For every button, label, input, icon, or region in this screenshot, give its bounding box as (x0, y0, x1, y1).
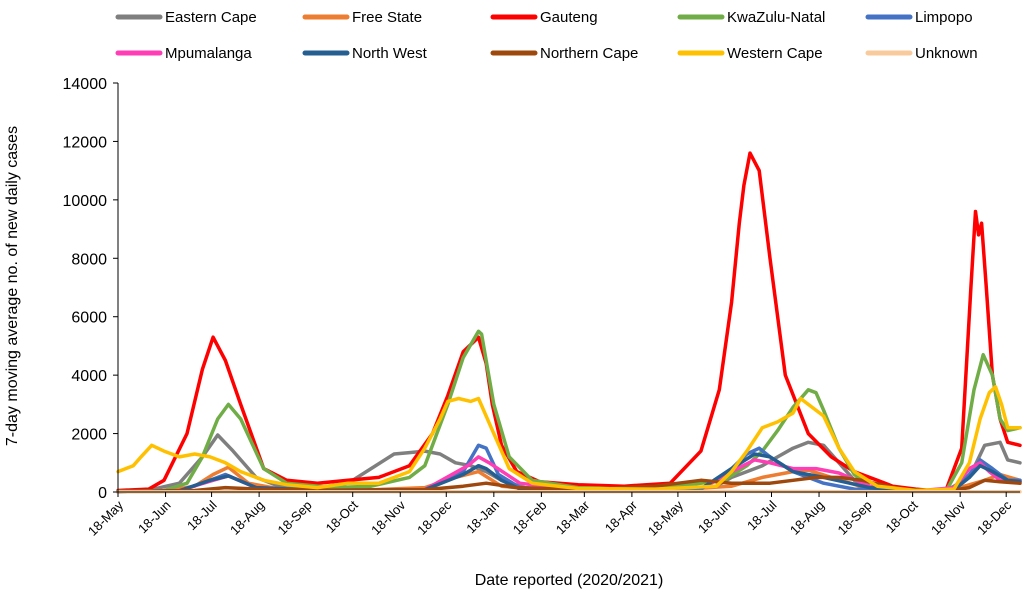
x-tick-label: 18-May (645, 497, 687, 539)
x-tick-label: 18-Sep (834, 498, 874, 538)
y-tick-label: 14000 (63, 76, 108, 93)
legend-item-eastern-cape: Eastern Cape (115, 9, 257, 26)
legend-item-free-state: Free State (302, 9, 422, 26)
x-tick-label: 18-Feb (510, 498, 550, 538)
y-tick-label: 10000 (63, 193, 108, 210)
legend-item-western-cape: Western Cape (677, 45, 823, 62)
legend-item-northern-cape: Northern Cape (490, 45, 638, 62)
x-tick-label: 18-Apr (602, 497, 641, 536)
x-tick-label: 18-Oct (323, 497, 361, 535)
legend-item-limpopo: Limpopo (865, 9, 973, 26)
axes (117, 83, 1020, 493)
x-ticks: 18-May 18-Jun 18-Jul 18-Aug 18-Sep 18-Oct 18-N… (85, 492, 1015, 539)
legend-label-kwazulu-natal: KwaZulu-Natal (727, 9, 825, 26)
x-tick-label: 18-Dec (414, 497, 455, 538)
legend-label-limpopo: Limpopo (915, 9, 973, 26)
y-axis-title: 7-day moving average no. of new daily ca… (4, 126, 21, 446)
x-tick-label: 18-Dec (974, 497, 1015, 538)
legend-label-free-state: Free State (352, 9, 422, 26)
legend-item-unknown: Unknown (865, 45, 978, 62)
legend: Eastern Cape Free State Gauteng KwaZulu-Nat… (115, 9, 978, 62)
x-tick-label: 18-Jan (463, 498, 502, 537)
series-layer (116, 151, 1022, 494)
y-tick-label: 6000 (71, 310, 107, 327)
x-axis-title: Date reported (2020/2021) (475, 572, 664, 589)
x-tick-label: 18-Nov (368, 497, 409, 538)
legend-item-north-west: North West (302, 45, 428, 62)
legend-label-eastern-cape: Eastern Cape (165, 9, 257, 26)
legend-label-northern-cape: Northern Cape (540, 45, 638, 62)
x-tick-label: 18-Jul (184, 497, 220, 533)
x-tick-label: 18-Oct (883, 497, 921, 535)
series-line-kwazulu-natal (116, 329, 1022, 494)
series-line-gauteng (116, 151, 1022, 493)
y-ticks: 0 2000 4000 6000 8000 10000 12000 14000 (63, 76, 118, 502)
x-tick-label: 18-May (85, 497, 127, 539)
x-tick-label: 18-Mar (553, 497, 593, 537)
x-tick-label: 18-Nov (928, 497, 969, 538)
x-tick-label: 18-Sep (275, 498, 315, 538)
x-tick-label: 18-Jun (135, 498, 174, 537)
legend-label-western-cape: Western Cape (727, 45, 823, 62)
y-tick-label: 8000 (71, 251, 107, 268)
y-tick-label: 4000 (71, 368, 107, 385)
y-tick-label: 12000 (63, 134, 108, 151)
legend-label-gauteng: Gauteng (540, 9, 598, 26)
legend-label-mpumalanga: Mpumalanga (165, 45, 252, 62)
legend-label-north-west: North West (352, 45, 428, 62)
legend-item-gauteng: Gauteng (490, 9, 598, 26)
x-tick-label: 18-Jul (744, 497, 780, 533)
legend-label-unknown: Unknown (915, 45, 978, 62)
x-tick-label: 18-Aug (227, 498, 267, 538)
x-tick-label: 18-Jun (695, 498, 734, 537)
y-tick-label: 2000 (71, 427, 107, 444)
y-tick-label: 0 (98, 485, 107, 502)
legend-item-mpumalanga: Mpumalanga (115, 45, 252, 62)
x-tick-label: 18-Aug (787, 498, 827, 538)
legend-item-kwazulu-natal: KwaZulu-Natal (677, 9, 825, 26)
